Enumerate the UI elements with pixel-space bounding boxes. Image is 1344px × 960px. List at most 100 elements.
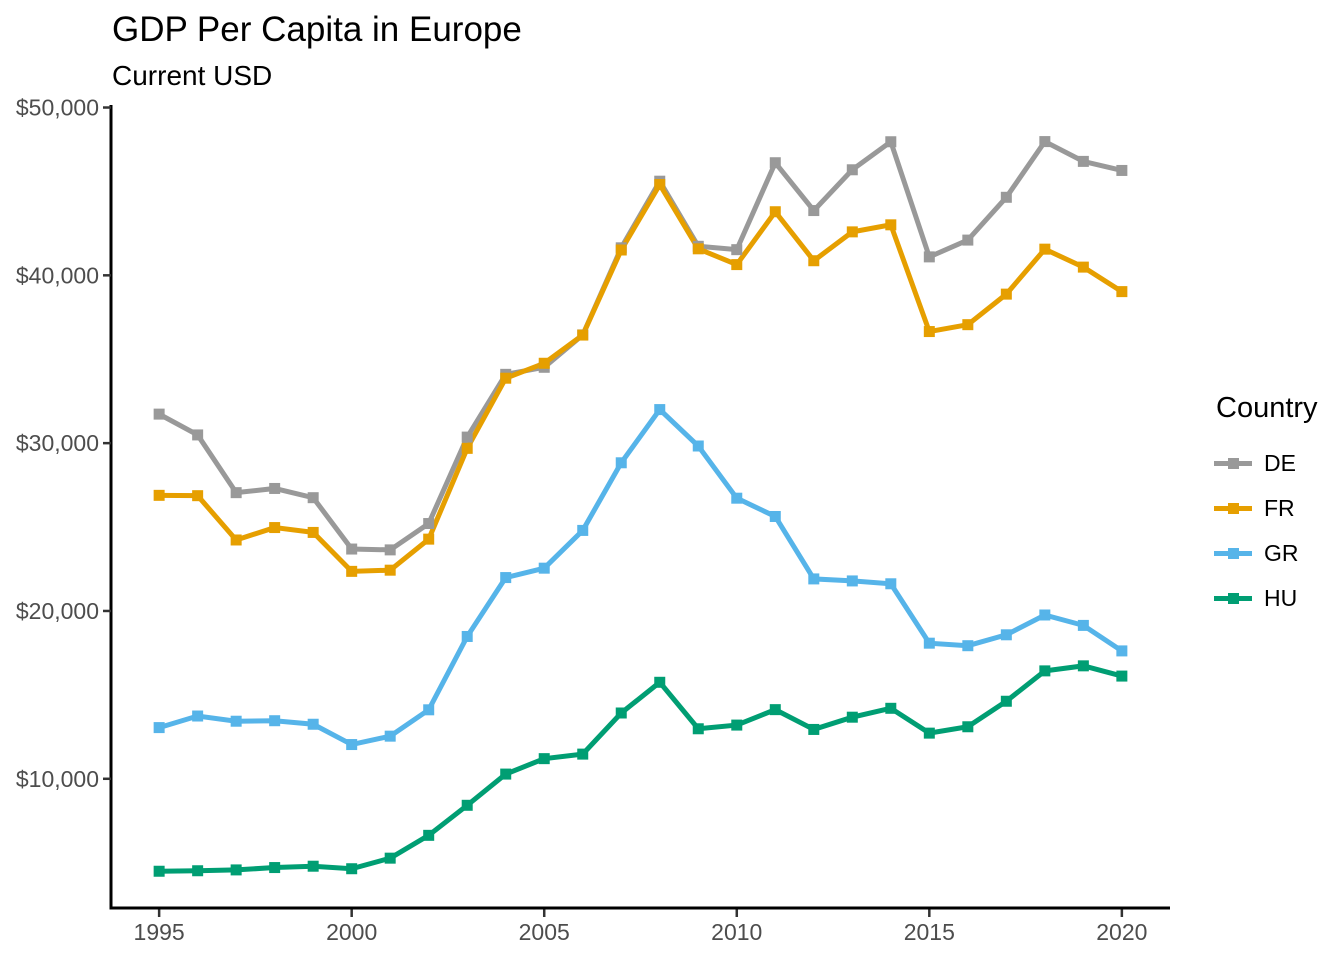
x-tick-label: 2000 bbox=[326, 919, 377, 945]
series-point-FR-1996 bbox=[192, 490, 204, 502]
series-point-GR-2001 bbox=[384, 730, 396, 742]
series-line-FR bbox=[159, 179, 1124, 574]
y-tick-label: $10,000 bbox=[16, 766, 99, 792]
series-point-GR-2010 bbox=[731, 492, 743, 504]
series-point-HU-2005 bbox=[538, 753, 550, 765]
series-point-GR-2003 bbox=[461, 630, 473, 642]
series-point-GR-2019 bbox=[1077, 619, 1089, 631]
legend-item-label: HU bbox=[1264, 585, 1298, 611]
series-point-GR-2020 bbox=[1116, 645, 1128, 657]
series-point-HU-2020 bbox=[1116, 670, 1128, 682]
x-tick-label: 2005 bbox=[519, 919, 570, 945]
series-point-GR-2006 bbox=[577, 524, 589, 536]
series-point-HU-2007 bbox=[615, 707, 627, 719]
series-point-FR-2018 bbox=[1039, 243, 1051, 255]
legend-swatch-HU bbox=[1214, 593, 1252, 605]
series-point-DE-2001 bbox=[384, 544, 396, 556]
legend-items: DE FR GR HU bbox=[1214, 441, 1344, 621]
series-point-HU-1998 bbox=[269, 862, 281, 874]
series-point-FR-2012 bbox=[808, 255, 820, 267]
series-point-DE-2012 bbox=[808, 205, 820, 217]
series-point-FR-1999 bbox=[307, 526, 319, 538]
series-point-HU-2000 bbox=[346, 863, 358, 875]
series-point-GR-1996 bbox=[192, 710, 204, 722]
page-subtitle: Current USD bbox=[112, 60, 273, 91]
legend-swatch-DE bbox=[1214, 458, 1252, 470]
legend-swatch-point bbox=[1227, 503, 1239, 514]
series-point-GR-2016 bbox=[962, 640, 974, 652]
series-point-DE-2014 bbox=[885, 136, 897, 148]
series-point-HU-2016 bbox=[962, 721, 974, 733]
series-point-GR-2008 bbox=[654, 404, 666, 416]
series-point-FR-2007 bbox=[615, 244, 627, 256]
series-point-DE-2000 bbox=[346, 543, 358, 555]
series-point-FR-2006 bbox=[577, 329, 589, 341]
series-point-HU-2019 bbox=[1077, 660, 1089, 672]
legend-item-GR: GR bbox=[1214, 531, 1344, 576]
series-point-GR-2004 bbox=[500, 572, 512, 584]
series-point-DE-2019 bbox=[1077, 155, 1089, 167]
series-point-HU-2015 bbox=[923, 727, 935, 739]
series-point-FR-2016 bbox=[962, 319, 974, 331]
series-point-HU-2011 bbox=[769, 704, 781, 716]
series-point-HU-1997 bbox=[230, 864, 242, 876]
legend: Country DE FR GR HU bbox=[1214, 392, 1344, 621]
x-tick-label: 1995 bbox=[134, 919, 185, 945]
series-point-FR-2019 bbox=[1077, 261, 1089, 273]
series-point-HU-2003 bbox=[461, 799, 473, 811]
legend-title: Country bbox=[1216, 392, 1318, 424]
series-point-HU-2008 bbox=[654, 676, 666, 688]
series-point-FR-1995 bbox=[153, 489, 165, 501]
series-point-DE-2010 bbox=[731, 244, 743, 256]
series-point-DE-2003 bbox=[461, 431, 473, 443]
legend-item-HU: HU bbox=[1214, 576, 1344, 621]
series-point-HU-2010 bbox=[731, 719, 743, 731]
series-point-DE-2013 bbox=[846, 164, 858, 176]
series-point-DE-1996 bbox=[192, 429, 204, 441]
legend-swatch-point bbox=[1227, 458, 1239, 469]
series-point-GR-2007 bbox=[615, 457, 627, 469]
series-point-GR-2015 bbox=[923, 637, 935, 649]
series-point-FR-2010 bbox=[731, 259, 743, 271]
series-point-GR-2017 bbox=[1000, 629, 1012, 641]
series-point-HU-2013 bbox=[846, 711, 858, 723]
series-point-FR-2015 bbox=[923, 326, 935, 338]
series-point-GR-1997 bbox=[230, 715, 242, 727]
series-point-GR-2014 bbox=[885, 578, 897, 590]
series-point-HU-2018 bbox=[1039, 665, 1051, 677]
series-point-HU-2017 bbox=[1000, 695, 1012, 707]
series-point-FR-2005 bbox=[538, 357, 550, 369]
series-point-FR-2020 bbox=[1116, 286, 1128, 298]
series-point-FR-2004 bbox=[500, 372, 512, 384]
x-tick-label: 2010 bbox=[711, 919, 762, 945]
series-point-GR-2005 bbox=[538, 562, 550, 574]
series-point-FR-2013 bbox=[846, 226, 858, 238]
y-tick-label: $40,000 bbox=[16, 262, 99, 288]
series-point-HU-1996 bbox=[192, 865, 204, 877]
series-point-FR-2014 bbox=[885, 219, 897, 231]
legend-swatch-GR bbox=[1214, 548, 1252, 560]
series-point-FR-1997 bbox=[230, 534, 242, 546]
series-point-GR-2009 bbox=[692, 440, 704, 452]
x-tick-label: 2020 bbox=[1096, 919, 1147, 945]
series-point-DE-2016 bbox=[962, 234, 974, 246]
series-point-DE-2015 bbox=[923, 251, 935, 263]
series-point-FR-1998 bbox=[269, 522, 281, 534]
legend-swatch-FR bbox=[1214, 503, 1252, 515]
series-point-GR-2018 bbox=[1039, 609, 1051, 621]
legend-swatch-point bbox=[1227, 593, 1239, 604]
legend-item-label: FR bbox=[1264, 495, 1295, 521]
series-line-DE bbox=[157, 137, 1123, 553]
series-point-HU-2004 bbox=[500, 768, 512, 780]
page-title: GDP Per Capita in Europe bbox=[112, 10, 522, 49]
series-point-FR-2011 bbox=[769, 206, 781, 218]
legend-item-label: DE bbox=[1264, 450, 1296, 476]
series-point-GR-2012 bbox=[808, 573, 820, 585]
series-point-DE-2020 bbox=[1116, 164, 1128, 176]
series-line-HU bbox=[159, 663, 1123, 874]
legend-item-FR: FR bbox=[1214, 486, 1344, 531]
y-tick-label: $20,000 bbox=[16, 598, 99, 624]
legend-item-DE: DE bbox=[1214, 441, 1344, 486]
